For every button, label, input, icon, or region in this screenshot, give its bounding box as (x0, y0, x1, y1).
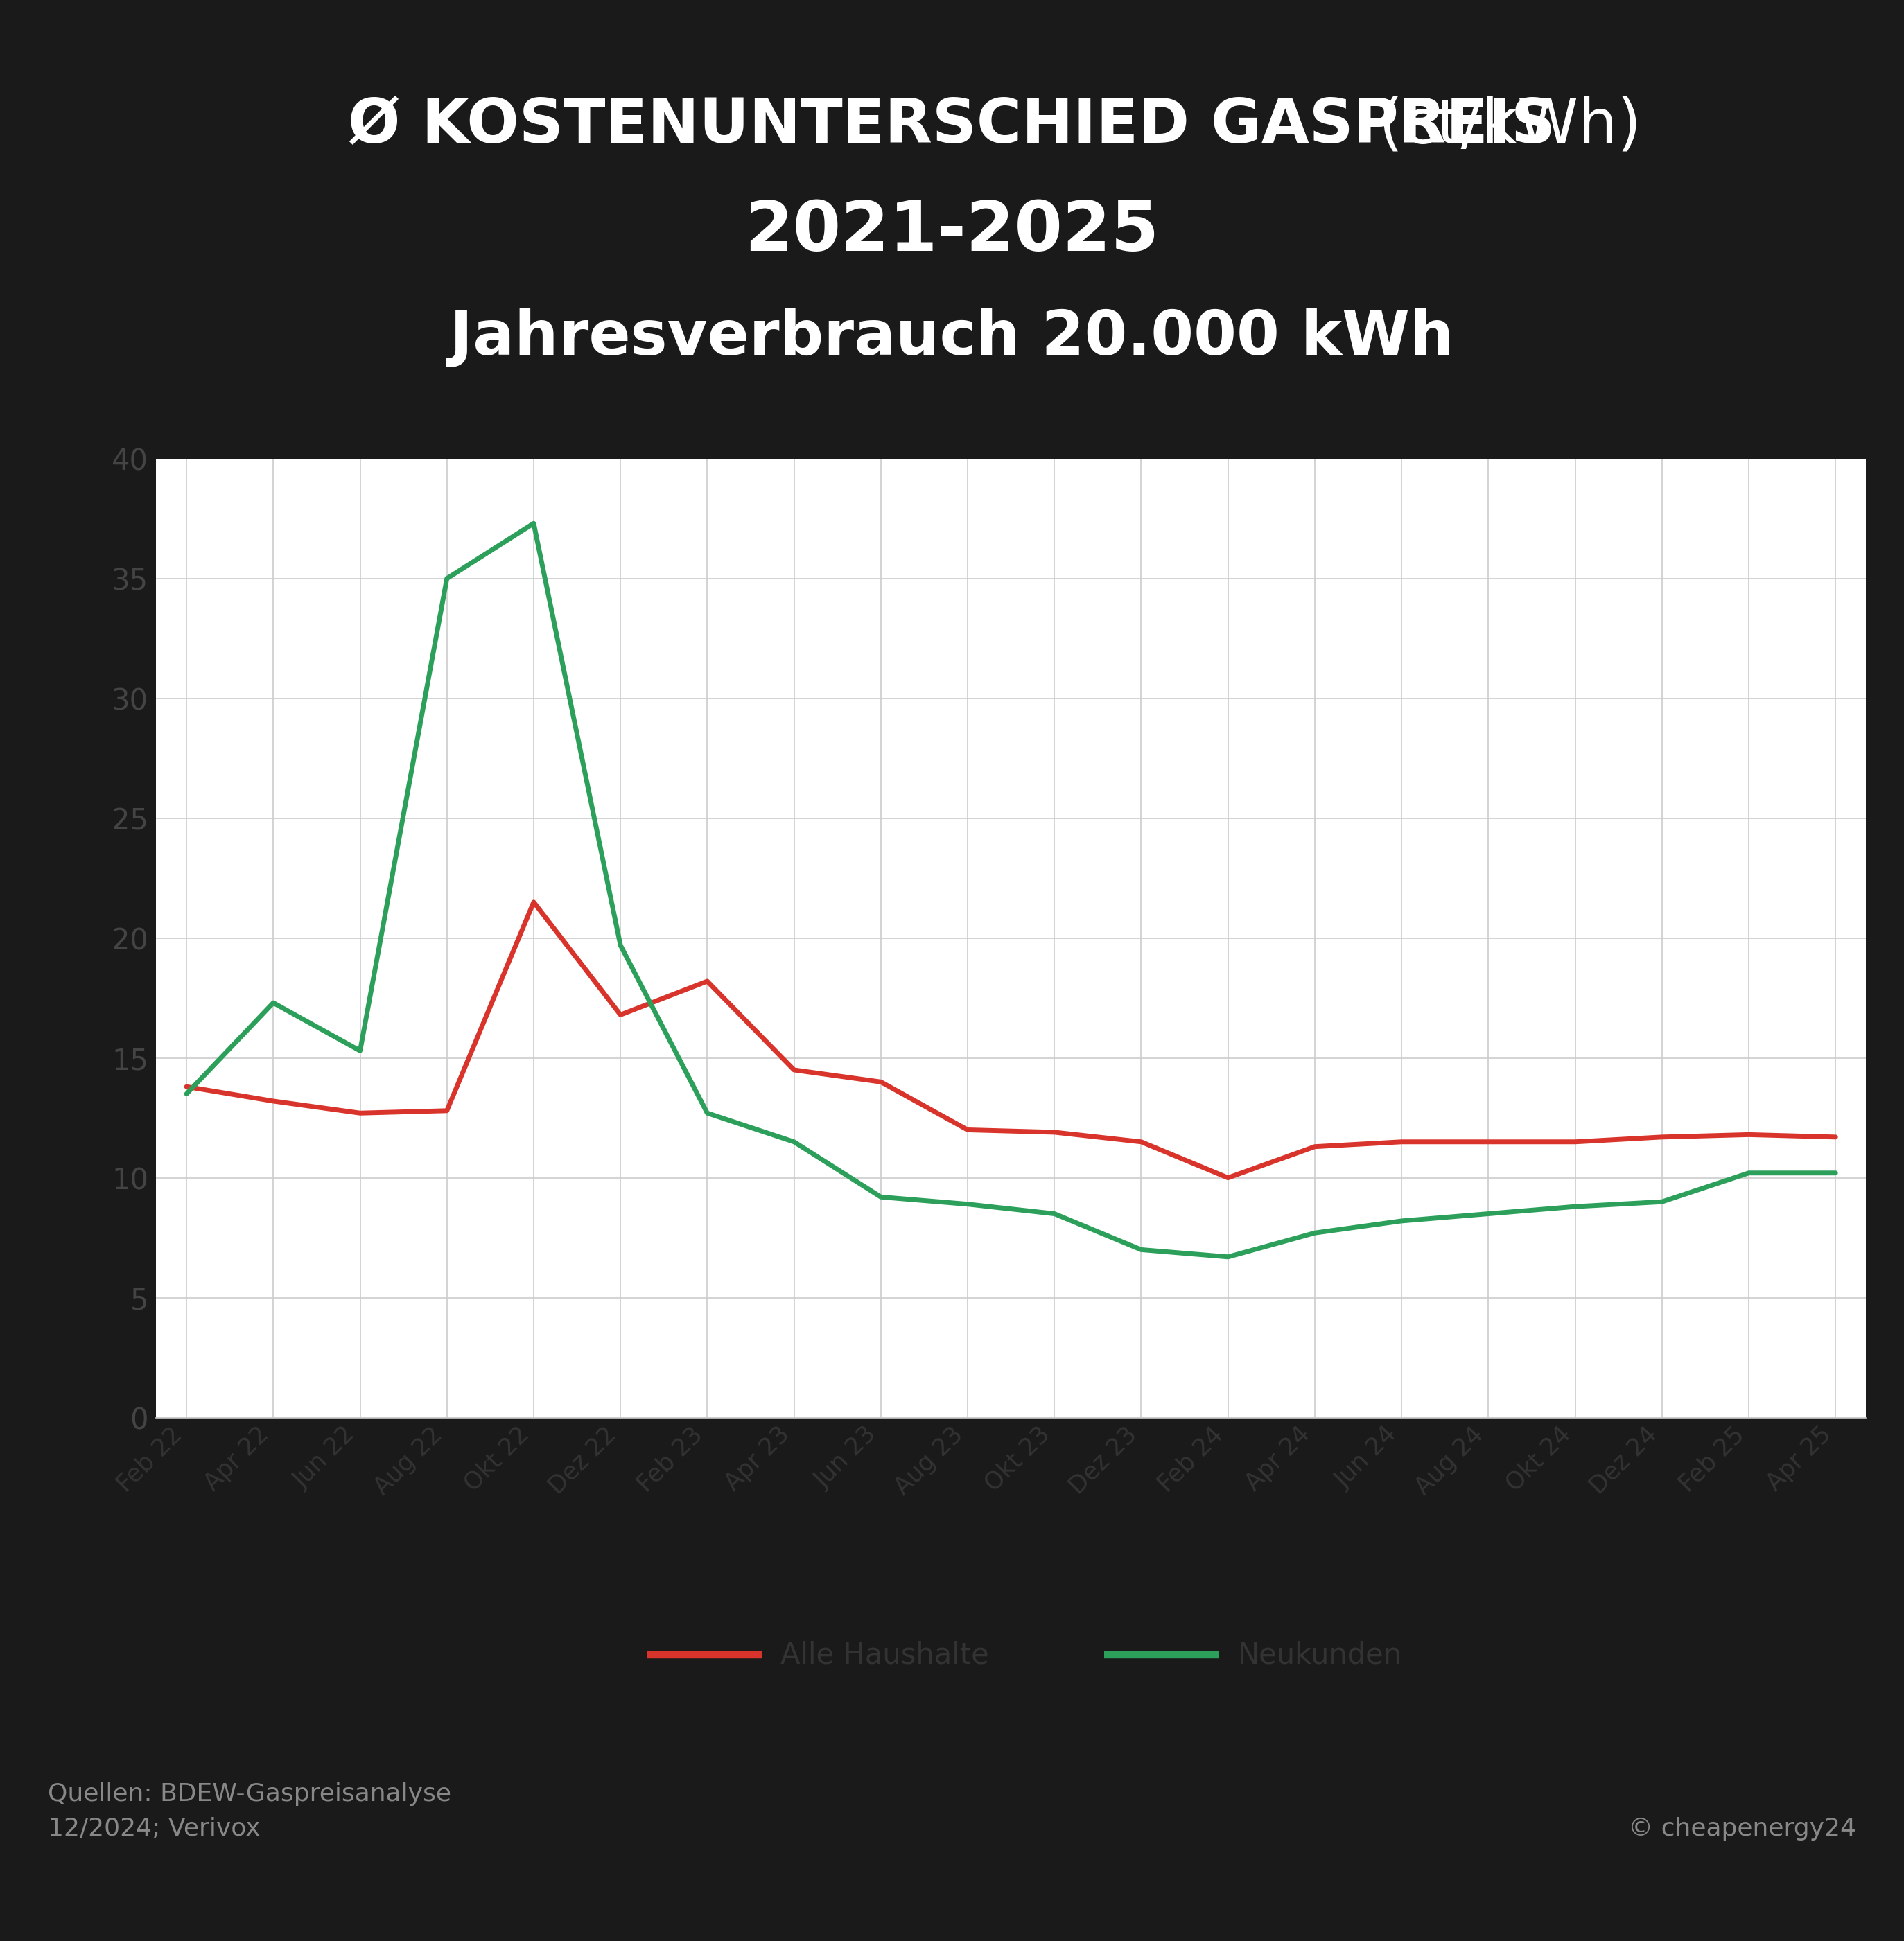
Text: © cheapenergy24: © cheapenergy24 (1628, 1817, 1856, 1840)
Text: Ø KOSTENUNTERSCHIED GASPREIS: Ø KOSTENUNTERSCHIED GASPREIS (348, 95, 1556, 155)
Text: Alle Haushalte: Alle Haushalte (781, 1640, 988, 1669)
Text: 2021-2025: 2021-2025 (744, 198, 1160, 266)
Text: Jahresverbrauch 20.000 kWh: Jahresverbrauch 20.000 kWh (449, 309, 1455, 369)
Text: Neukunden: Neukunden (1238, 1640, 1401, 1669)
Text: (ct/kWh): (ct/kWh) (263, 95, 1641, 155)
Text: Quellen: BDEW-Gaspreisanalyse
12/2024; Verivox: Quellen: BDEW-Gaspreisanalyse 12/2024; V… (48, 1782, 451, 1840)
